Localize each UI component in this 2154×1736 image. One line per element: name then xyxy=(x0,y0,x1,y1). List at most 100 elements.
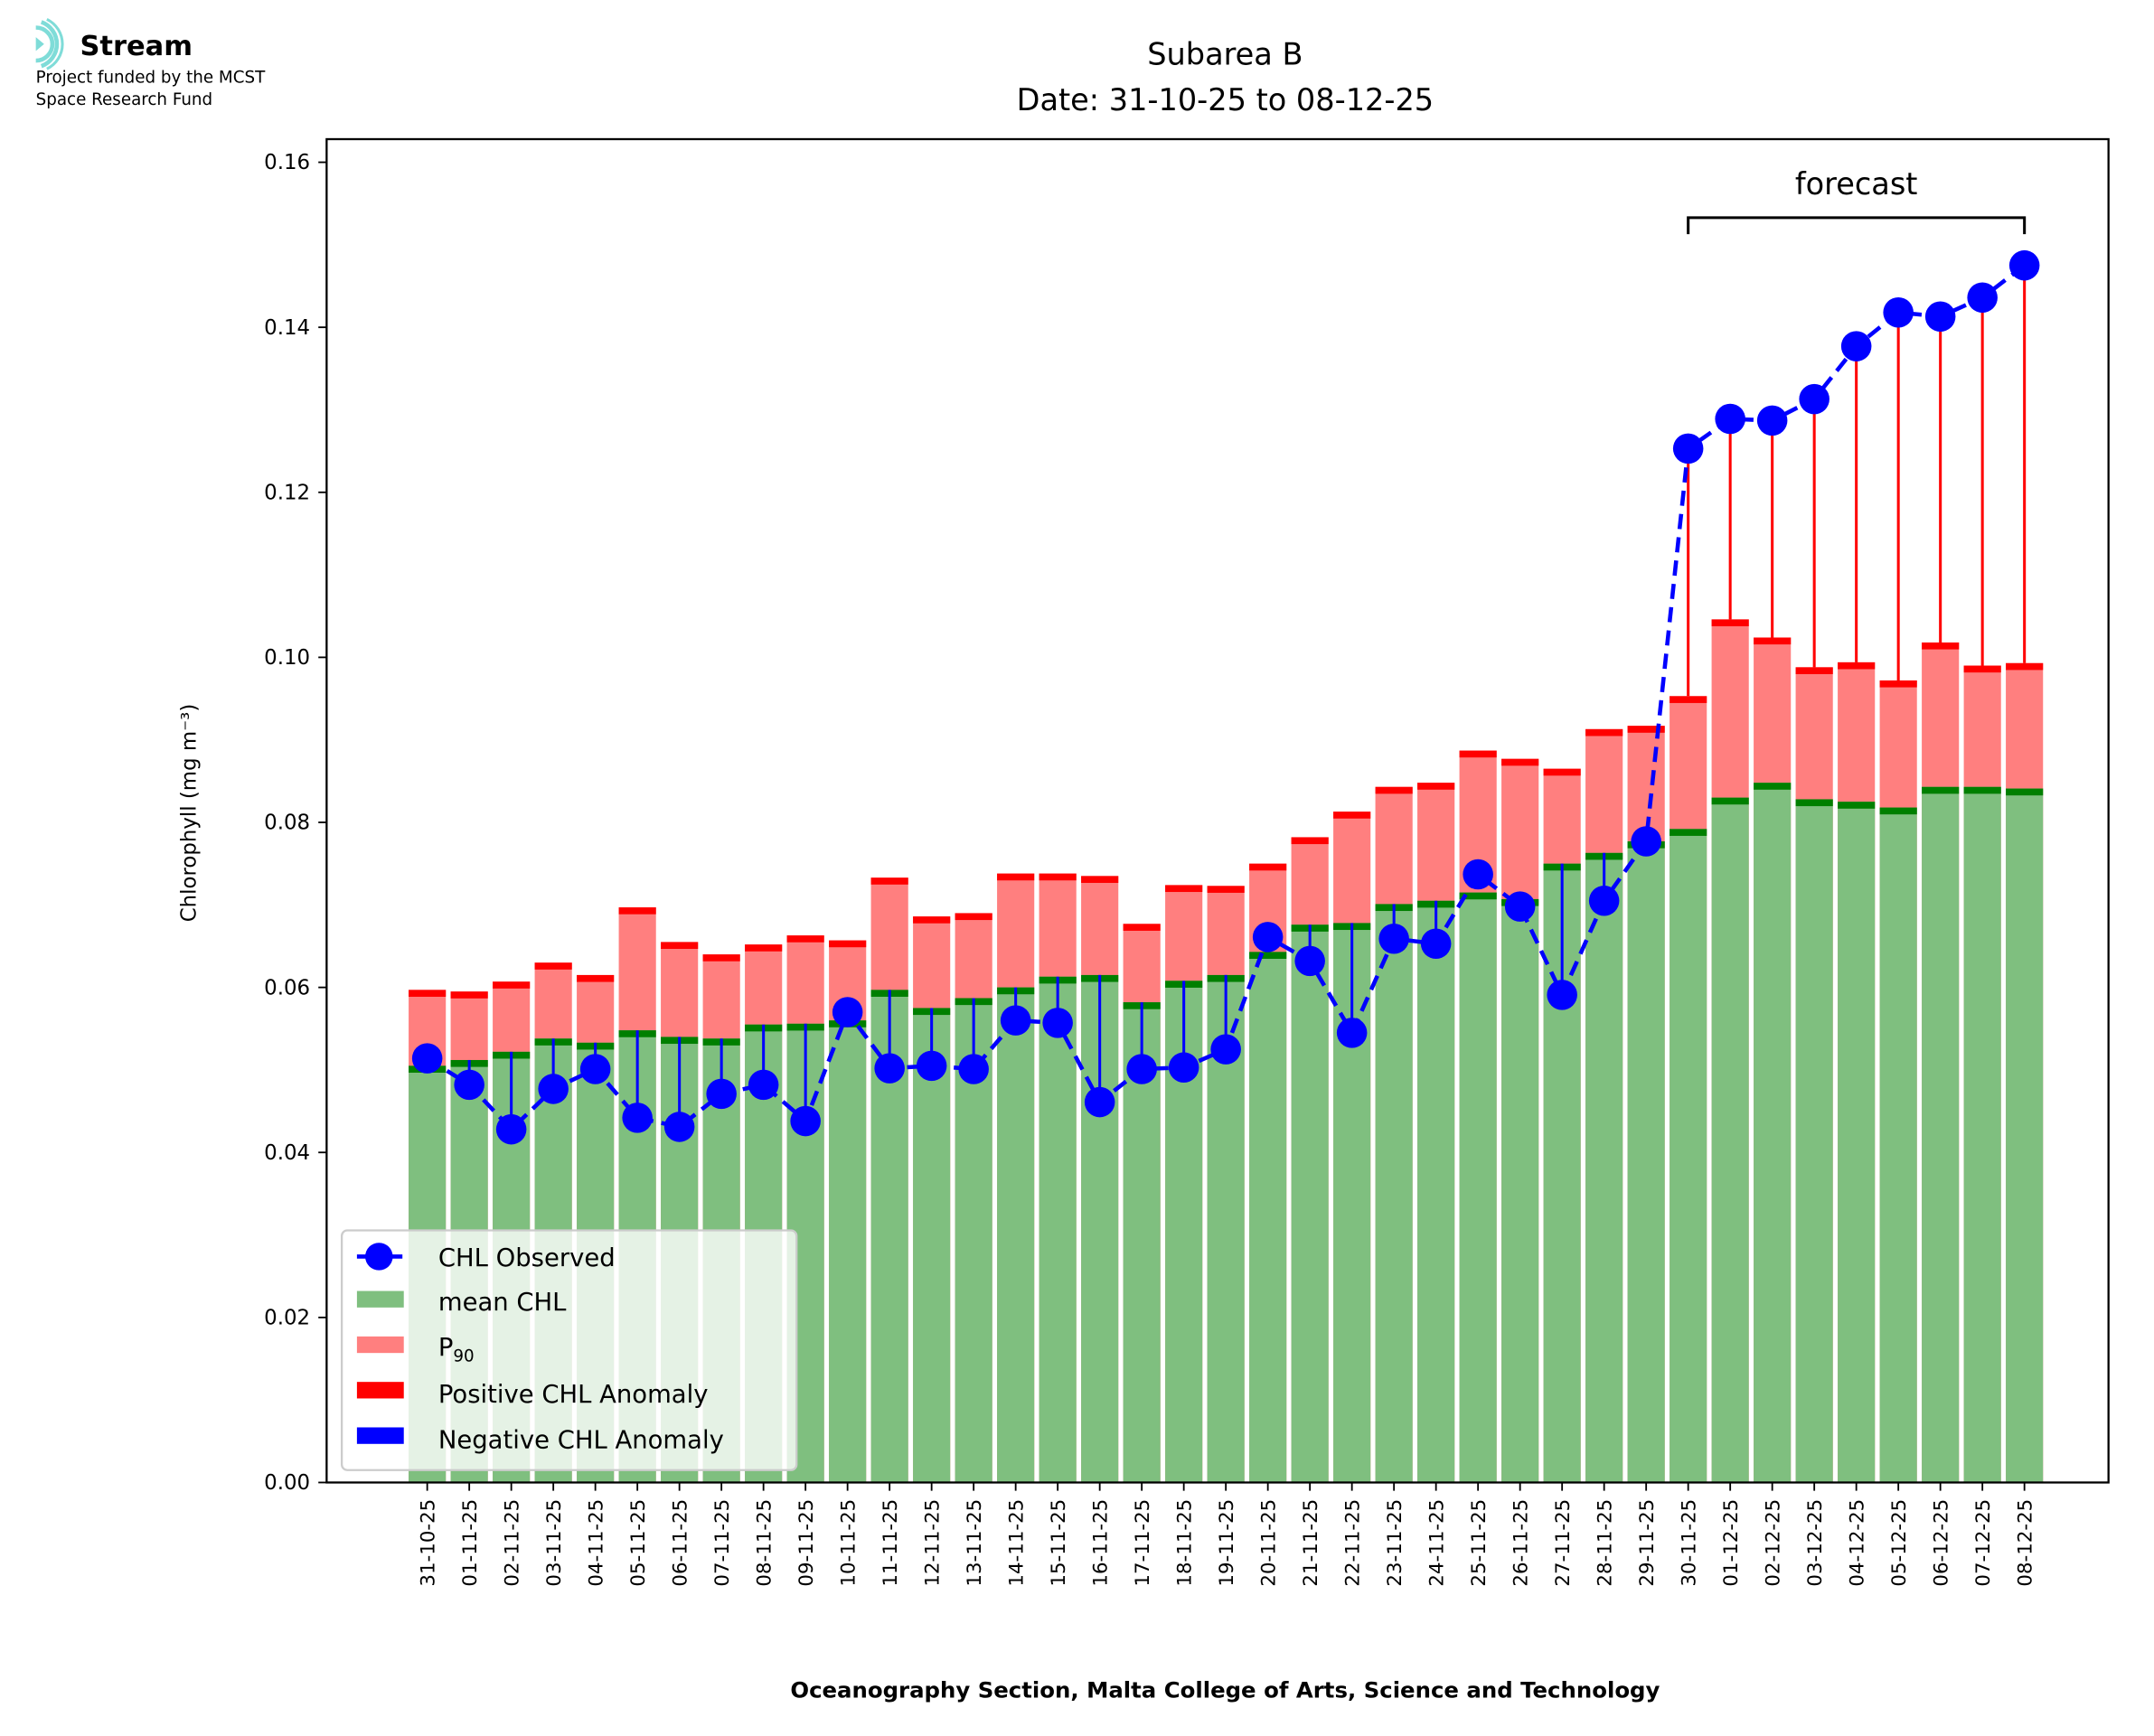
stream-logo-icon xyxy=(35,17,64,70)
mean-bar xyxy=(1375,904,1413,1483)
p90-edge xyxy=(955,913,992,921)
x-tick-label: 09-11-25 xyxy=(795,1499,818,1587)
y-tick-label: 0.00 xyxy=(264,1471,310,1495)
x-tick-label: 03-11-25 xyxy=(543,1499,566,1587)
p90-edge xyxy=(450,991,488,999)
mean-bar xyxy=(913,1008,951,1483)
p90-edge xyxy=(1249,863,1287,871)
mean-bar xyxy=(1039,976,1077,1483)
x-tick-label: 07-11-25 xyxy=(711,1499,734,1587)
mean-bar xyxy=(1627,841,1665,1483)
x-tick-label: 28-11-25 xyxy=(1594,1499,1616,1587)
x-tick-label: 24-11-25 xyxy=(1425,1499,1448,1587)
x-tick-label: 16-11-25 xyxy=(1089,1499,1112,1587)
x-tick-label: 07-12-25 xyxy=(1972,1499,1995,1587)
x-tick-label: 05-11-25 xyxy=(627,1499,650,1587)
legend-negative-swatch xyxy=(356,1427,404,1444)
observed-point xyxy=(1715,403,1745,435)
p90-edge xyxy=(745,944,783,952)
x-tick-label: 02-12-25 xyxy=(1762,1499,1784,1587)
y-tick-label: 0.06 xyxy=(264,976,310,999)
x-tick-label: 06-11-25 xyxy=(669,1499,691,1587)
p90-edge xyxy=(1207,886,1245,893)
x-tick-label: 10-11-25 xyxy=(837,1499,860,1587)
x-tick-label: 14-11-25 xyxy=(1005,1499,1028,1587)
x-tick-label: 03-12-25 xyxy=(1804,1499,1827,1587)
mean-edge xyxy=(1670,829,1707,836)
observed-point xyxy=(1672,433,1704,464)
mean-edge xyxy=(1922,786,1960,794)
p90-edge xyxy=(409,990,447,997)
p90-edge xyxy=(1838,662,1876,670)
x-tick-label: 22-11-25 xyxy=(1341,1499,1364,1587)
observed-point xyxy=(1840,331,1872,361)
legend-p90-letter: P xyxy=(438,1334,454,1362)
legend-negative-label: Negative CHL Anomaly xyxy=(438,1426,724,1454)
mean-bar xyxy=(1249,952,1287,1483)
observed-point xyxy=(1631,826,1661,857)
mean-edge xyxy=(1879,807,1917,815)
observed-point xyxy=(1420,928,1452,960)
observed-point xyxy=(1504,891,1536,922)
observed-point xyxy=(1000,1005,1031,1036)
observed-point xyxy=(1883,296,1914,328)
p90-edge xyxy=(1670,696,1707,703)
p90-edge xyxy=(1459,750,1497,758)
x-tick-label: 26-11-25 xyxy=(1510,1499,1532,1587)
mean-bar xyxy=(1417,900,1455,1483)
x-tick-label: 01-11-25 xyxy=(459,1499,482,1587)
observed-point xyxy=(1378,923,1409,954)
mean-bar xyxy=(1501,898,1539,1483)
x-tick-label: 19-11-25 xyxy=(1216,1499,1238,1587)
x-tick-label: 21-11-25 xyxy=(1300,1499,1322,1587)
p90-edge xyxy=(913,916,951,924)
observed-point xyxy=(748,1069,779,1101)
legend-observed-label: CHL Observed xyxy=(438,1244,616,1272)
x-tick-label: 01-12-25 xyxy=(1720,1499,1743,1587)
p90-edge xyxy=(493,981,531,989)
p90-edge xyxy=(661,942,699,950)
axes-frame xyxy=(325,137,2110,1484)
x-tick-label: 18-11-25 xyxy=(1173,1499,1196,1587)
y-tick-label: 0.08 xyxy=(264,812,310,835)
mean-edge xyxy=(1754,783,1792,790)
x-tick-label: 08-12-25 xyxy=(2014,1499,2036,1587)
observed-point xyxy=(538,1074,569,1104)
legend-p90-subscript: 90 xyxy=(453,1347,474,1365)
p90-edge xyxy=(1081,876,1119,883)
p90-edge xyxy=(1417,783,1455,790)
p90-edge xyxy=(577,974,615,982)
p90-edge xyxy=(1543,768,1581,776)
observed-point xyxy=(958,1054,989,1084)
observed-point xyxy=(1967,282,1998,314)
legend-p90-label: P90 xyxy=(438,1334,475,1365)
observed-point xyxy=(1336,1018,1368,1048)
legend-box xyxy=(340,1229,798,1471)
p90-edge xyxy=(997,873,1035,881)
mean-bar xyxy=(1879,807,1917,1483)
x-tick-label: 31-10-25 xyxy=(417,1499,439,1587)
p90-edge xyxy=(618,907,656,915)
p90-edge xyxy=(1795,667,1833,674)
x-tick-label: 04-11-25 xyxy=(585,1499,607,1587)
mean-bar xyxy=(1754,783,1792,1483)
observed-point xyxy=(579,1054,611,1084)
legend-positive-swatch xyxy=(356,1382,404,1399)
observed-point xyxy=(622,1103,653,1133)
mean-edge xyxy=(1249,952,1287,959)
x-tick-label: 15-11-25 xyxy=(1048,1499,1070,1587)
mean-bar xyxy=(1711,797,1749,1483)
p90-edge xyxy=(1585,728,1623,737)
legend-observed-marker xyxy=(365,1243,393,1271)
logo: Stream Project funded by the MCST Space … xyxy=(35,17,266,109)
observed-point xyxy=(454,1069,484,1101)
p90-edge xyxy=(870,877,908,885)
y-tick-label: 0.02 xyxy=(264,1306,310,1329)
y-tick-label: 0.12 xyxy=(264,481,310,504)
mean-bar xyxy=(1963,786,2001,1483)
x-tick-label: 05-12-25 xyxy=(1888,1499,1911,1587)
mean-edge xyxy=(2006,788,2044,796)
observed-point xyxy=(790,1105,821,1137)
p90-edge xyxy=(786,935,824,943)
observed-point xyxy=(1756,405,1788,436)
